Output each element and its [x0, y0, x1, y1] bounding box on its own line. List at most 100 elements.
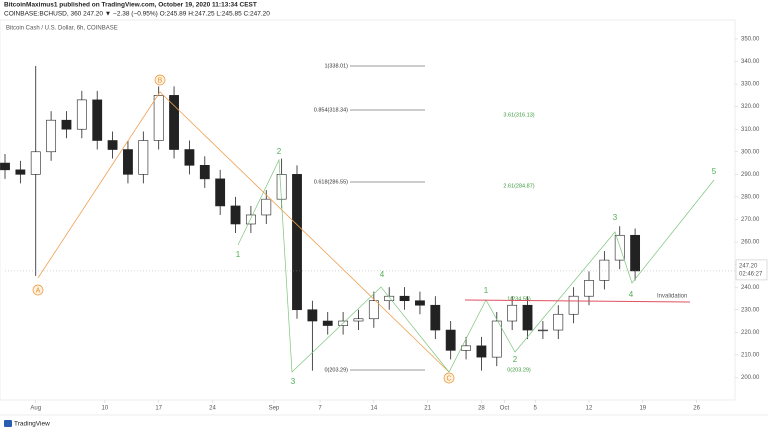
wave-label: 3 [291, 377, 296, 386]
candle-body [430, 304, 441, 331]
candle-body [184, 149, 195, 166]
candle-body [568, 295, 579, 315]
legend: Bitcoin Cash / U.S. Dollar, 6h, COINBASE [6, 26, 118, 32]
last-price-box [735, 259, 768, 281]
invalidation-line [464, 299, 691, 303]
countdown-label: 02:46:27 [739, 272, 763, 278]
fib-ext-label: 2.61(284.87) [503, 183, 534, 189]
candle-body [30, 151, 41, 175]
candle-body [399, 295, 410, 302]
wave-label: 3 [613, 213, 618, 222]
candle-body [169, 95, 179, 150]
plot: 200.00210.00220.00230.00240.00250.00260.… [0, 37, 768, 412]
candle-body [107, 140, 118, 150]
wave-marker [443, 372, 455, 384]
candle-body [138, 140, 149, 175]
candle-body [76, 99, 87, 130]
candle-body [46, 119, 57, 153]
invalidation-label: Invalidation [657, 294, 687, 300]
last-price-label: 247.20 [739, 264, 758, 270]
candle-body [461, 345, 471, 351]
x-tick-label: 12 [586, 406, 593, 412]
fib-label: 0.854(318.34) [314, 107, 348, 113]
y-tick-label: 330.00 [741, 82, 760, 88]
x-tick-label: 17 [155, 406, 162, 412]
wave-label: 4 [380, 270, 385, 279]
y-tick-label: 340.00 [741, 59, 760, 65]
x-tick-label: Aug [30, 406, 41, 412]
y-tick-label: 260.00 [741, 240, 760, 246]
wave-label: 2 [513, 355, 518, 364]
y-tick-label: 220.00 [741, 330, 760, 336]
y-tick-label: 350.00 [741, 37, 760, 43]
wave-label: 4 [629, 290, 634, 299]
y-tick-label: 280.00 [741, 194, 760, 200]
fib-label: 0(203.29) [324, 367, 348, 373]
fib-label: 0.618(286.55) [314, 179, 348, 185]
candle-body [522, 304, 533, 331]
wave-label: 1 [236, 250, 241, 259]
fib-label: 1(338.01) [324, 63, 348, 69]
x-tick-label: 10 [102, 406, 109, 412]
candle-body [384, 295, 395, 302]
candle-body [261, 198, 272, 216]
candle-body [199, 165, 210, 180]
wave-label: 5 [712, 167, 717, 176]
x-tick-label: 14 [370, 406, 377, 412]
fib-ext-label: 1(234.55) [507, 296, 531, 302]
x-tick-label: 24 [209, 406, 216, 412]
fib-ext-label: 3.61(316.13) [503, 112, 534, 118]
wave-line-orange [37, 91, 450, 373]
candle-body [276, 174, 287, 200]
x-tick-label: Sep [269, 406, 280, 412]
wave-label: B [158, 77, 163, 84]
wave-marker [154, 74, 166, 86]
x-tick-label: 26 [693, 406, 700, 412]
candle-body [153, 95, 164, 141]
wave-marker [32, 284, 44, 296]
wave-label: 1 [484, 286, 489, 295]
candle-body [92, 99, 103, 141]
candle-body [507, 304, 518, 322]
candle-body [245, 214, 256, 225]
candle-body [491, 320, 502, 358]
candle-body [0, 162, 10, 171]
y-tick-label: 290.00 [741, 172, 760, 178]
candle-body [445, 329, 456, 351]
candle-body [476, 345, 487, 358]
candle-body [553, 313, 564, 331]
wave-label: 2 [277, 147, 282, 156]
wave-label: A [36, 287, 41, 294]
x-tick-label: Oct [500, 406, 510, 412]
candle-body [322, 320, 333, 326]
candle-body [61, 119, 72, 130]
candle-body [415, 300, 425, 306]
x-tick-label: 7 [318, 406, 322, 412]
symbol-line: COINBASE:BCHUSD, 360 247.20 ▼ −2.38 (−0.… [4, 11, 270, 18]
candle-body [353, 318, 364, 322]
plot-frame [0, 19, 736, 401]
wave-label: C [446, 375, 451, 382]
x-tick-label: 19 [639, 406, 646, 412]
y-tick-label: 210.00 [741, 352, 760, 358]
candle-body [599, 259, 610, 281]
y-tick-label: 230.00 [741, 307, 760, 313]
x-tick-label: 28 [478, 406, 485, 412]
wave-line-green [237, 158, 450, 373]
candle-body [368, 300, 379, 320]
candle-body [292, 174, 302, 311]
x-tick-label: 21 [424, 406, 431, 412]
candle-body [15, 169, 26, 175]
candle-body [584, 280, 594, 297]
y-tick-label: 240.00 [741, 285, 760, 291]
fib-ext-label: 0(203.29) [507, 367, 531, 373]
candle-body [215, 178, 226, 207]
y-tick-label: 300.00 [741, 149, 760, 155]
x-tick-label: 5 [534, 406, 538, 412]
footer-brand: TradingView [14, 421, 50, 428]
candle-body [230, 205, 241, 225]
candle-body [630, 234, 641, 272]
wave-line-green [448, 179, 715, 373]
